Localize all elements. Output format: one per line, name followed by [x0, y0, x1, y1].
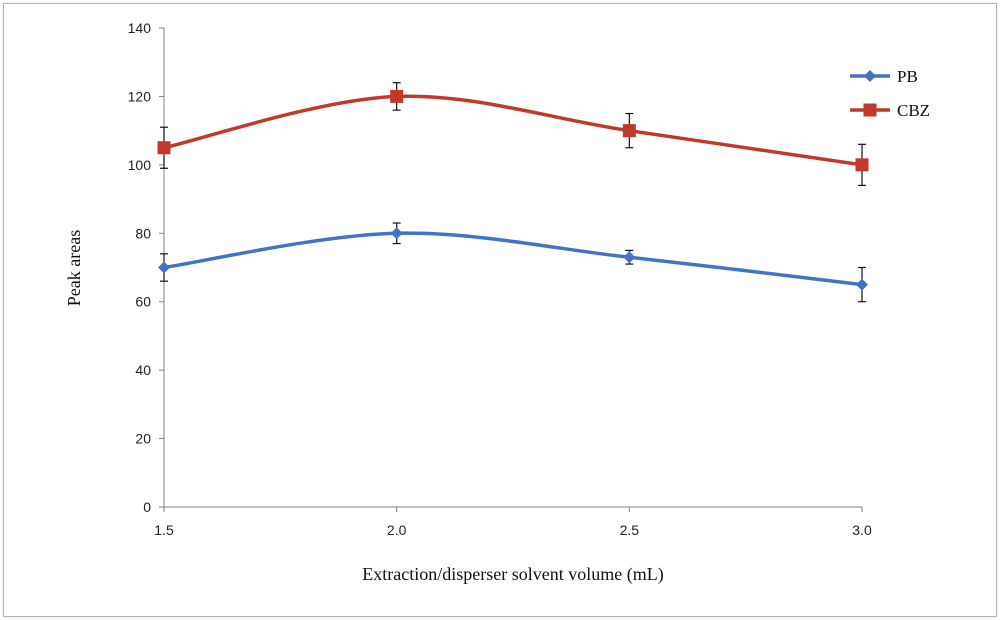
y-tick-label: 120 — [128, 88, 152, 104]
line-chart: 0 20 40 60 80 100 120 140 1.5 2.0 2.5 3.0 PB CBZ Pe… — [64, 20, 930, 585]
data-point-pb — [623, 251, 636, 264]
legend-label-pb: PB — [897, 67, 918, 86]
y-axis-title: Peak areas — [64, 230, 84, 306]
series-layer — [157, 82, 869, 303]
axes — [163, 28, 862, 508]
chart-frame: 0 20 40 60 80 100 120 140 1.5 2.0 2.5 3.0 PB CBZ Pe… — [3, 3, 997, 617]
y-tick-label: 0 — [143, 499, 151, 515]
y-tick-label: 80 — [135, 225, 151, 241]
y-tick-label: 100 — [128, 157, 152, 173]
series-pb — [158, 222, 868, 303]
data-point-cbz — [390, 89, 404, 103]
data-point-pb — [856, 278, 868, 291]
legend-item-pb: PB — [850, 67, 918, 86]
series-line-pb — [163, 231, 863, 287]
x-tick-label: 1.5 — [154, 522, 174, 538]
x-axis-title: Extraction/disperser solvent volume (mL) — [362, 564, 663, 585]
data-point-pb — [390, 227, 403, 240]
data-point-pb — [158, 261, 170, 274]
series-line-cbz — [163, 94, 863, 167]
legend-marker-cbz — [863, 103, 877, 117]
legend-marker-pb — [864, 70, 876, 82]
legend-item-cbz: CBZ — [850, 101, 930, 120]
y-tick-label: 20 — [135, 431, 151, 447]
x-tick-label: 3.0 — [852, 522, 872, 538]
series-cbz — [157, 82, 869, 186]
data-point-cbz — [157, 141, 171, 155]
x-tick-label: 2.5 — [620, 522, 640, 538]
legend: PB CBZ — [850, 67, 930, 120]
legend-label-cbz: CBZ — [897, 101, 930, 120]
data-point-cbz — [855, 158, 869, 172]
y-tick-label: 140 — [128, 20, 152, 36]
y-tick-label: 40 — [135, 362, 151, 378]
y-tick-label: 60 — [135, 294, 151, 310]
x-axis-ticks: 1.5 2.0 2.5 3.0 — [154, 507, 872, 538]
x-tick-label: 2.0 — [387, 522, 407, 538]
data-point-cbz — [622, 124, 636, 138]
y-axis-ticks: 0 20 40 60 80 100 120 140 — [128, 20, 164, 515]
